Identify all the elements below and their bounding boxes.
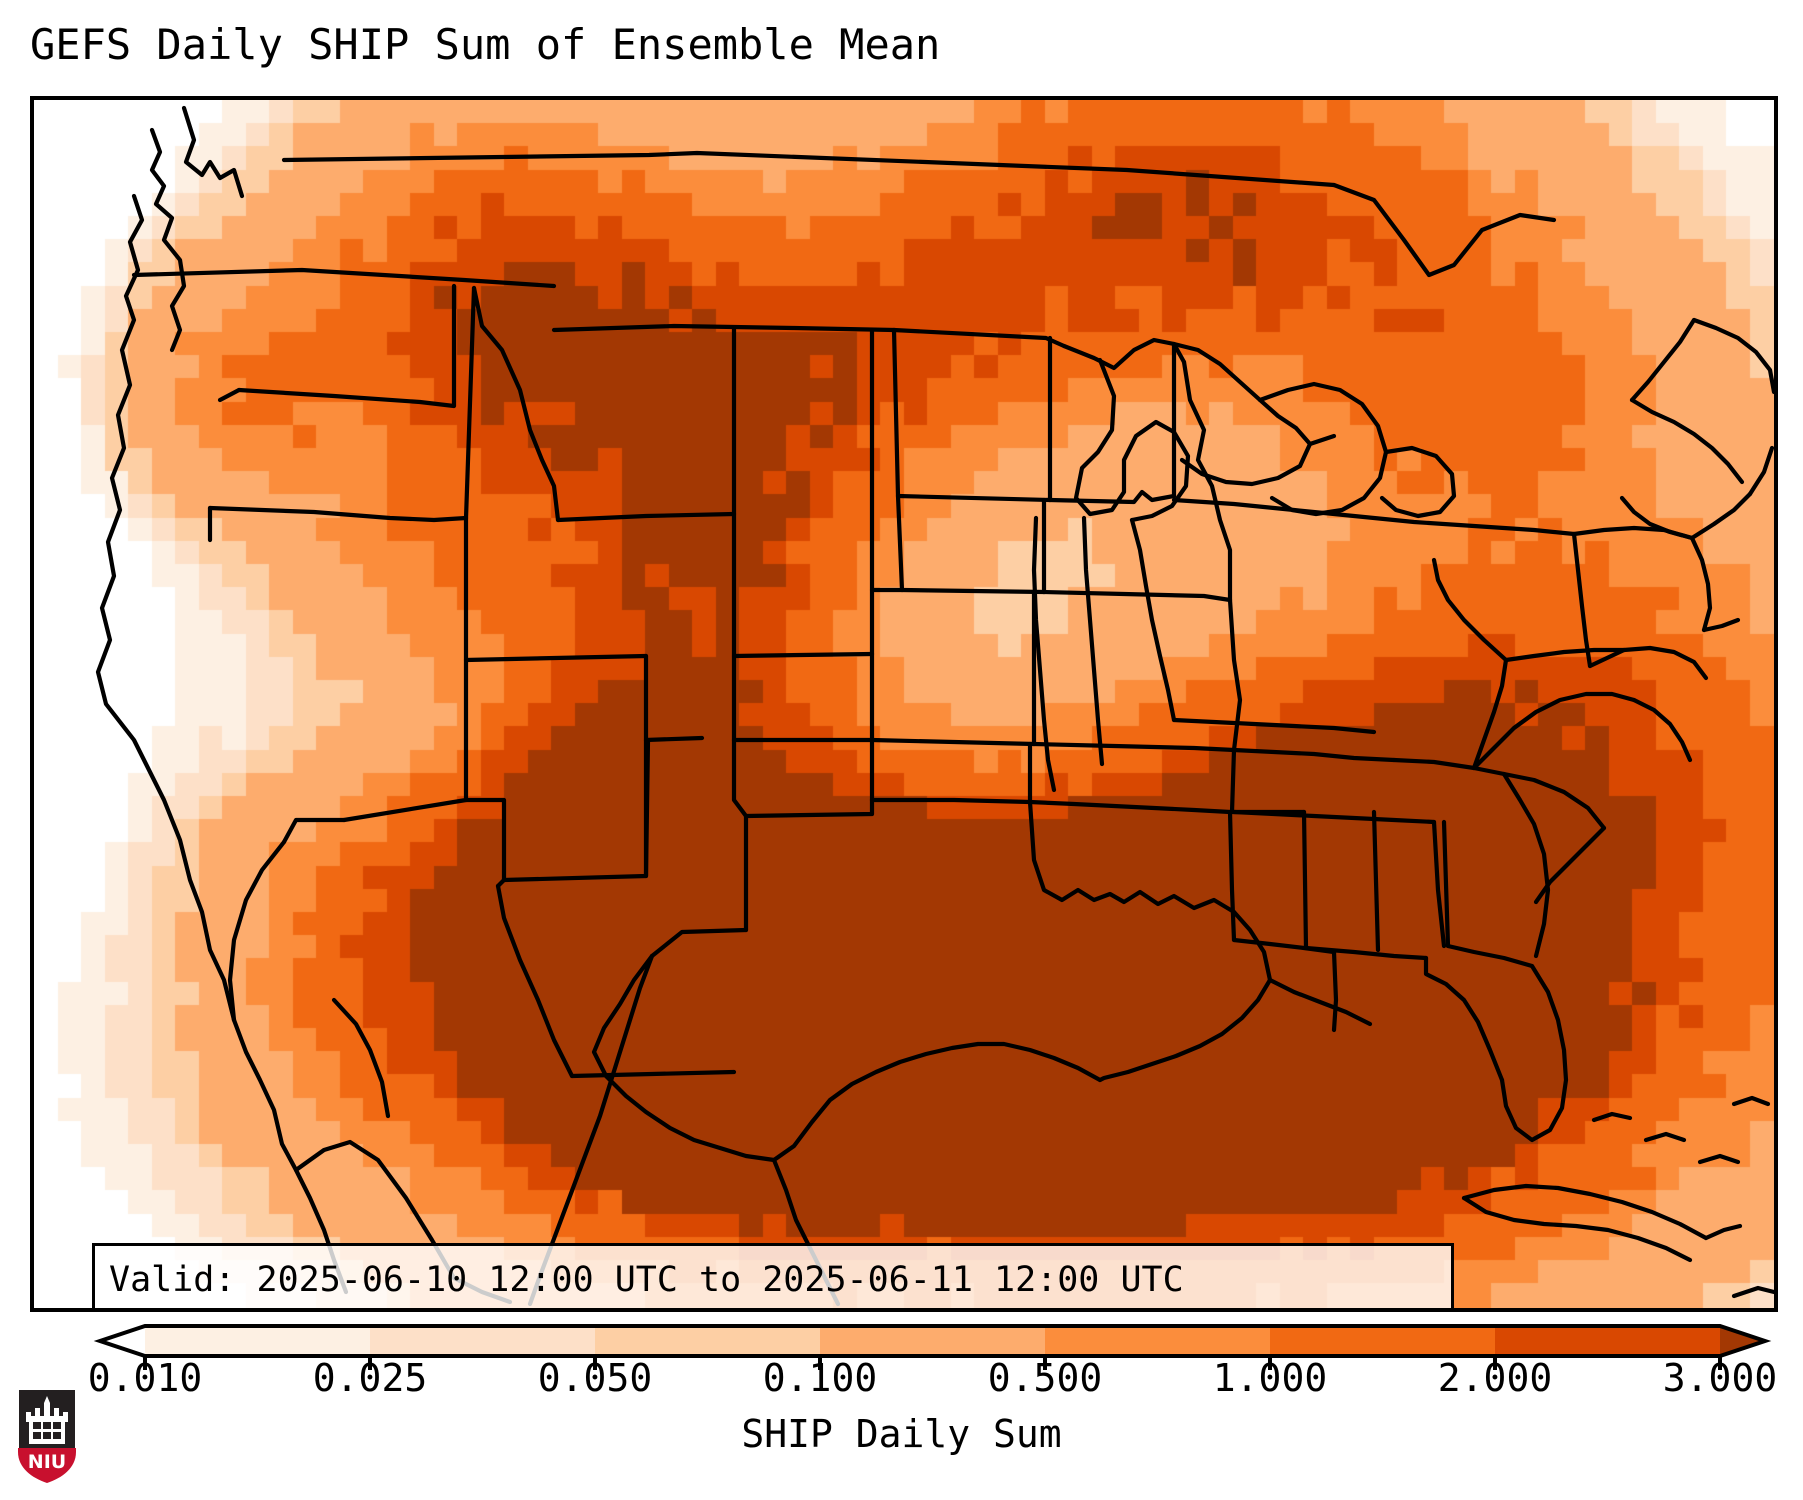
colorbar-over-arrow	[1720, 1326, 1765, 1356]
colorbar-band	[1045, 1326, 1271, 1356]
colorbar-band	[1270, 1326, 1496, 1356]
colorbar-band-group	[100, 1326, 1765, 1356]
colorbar-band	[595, 1326, 821, 1356]
colorbar-under-arrow	[100, 1326, 145, 1356]
colorbar-band	[370, 1326, 596, 1356]
geography-borders-layer	[95, 105, 1774, 1307]
colorbar-tick-label: 0.500	[987, 1356, 1103, 1400]
colorbar-band	[1495, 1326, 1721, 1356]
colorbar-tick-label: 0.010	[87, 1356, 203, 1400]
state-and-coast-outlines	[95, 105, 1774, 1307]
colorbar-tick-label: 0.025	[312, 1356, 428, 1400]
colorbar-band	[820, 1326, 1046, 1356]
colorbar-swatches	[93, 1324, 1772, 1370]
castle-glyph	[26, 1396, 68, 1444]
valid-time-line: Valid: 2025-06-10 12:00 UTC to 2025-06-1…	[109, 1260, 1184, 1300]
ship-heatmap-layer	[34, 100, 1774, 1308]
niu-shield-icon: NIU	[17, 1388, 77, 1485]
colorbar-tick-marks	[143, 1356, 1722, 1370]
niu-logo: NIU	[14, 1386, 80, 1486]
colorbar-band	[145, 1326, 371, 1356]
forecast-info-box: Valid: 2025-06-10 12:00 UTC to 2025-06-1…	[92, 1243, 1454, 1308]
colorbar-axis-label: SHIP Daily Sum	[741, 1412, 1062, 1456]
colorbar-tick-label: 2.000	[1437, 1356, 1553, 1400]
castle-windows	[33, 1422, 61, 1439]
map-clip	[34, 100, 1774, 1308]
colorbar-tick-labels: 0.010 0.025 0.050 0.100 0.500 1.000 2.000 3.000	[30, 1356, 1778, 1406]
run-time-line: Run: 2025-06-08 00:00 UTC	[109, 1306, 1437, 1308]
colorbar-tick-label: 1.000	[1212, 1356, 1328, 1400]
colorbar-tick-label: 0.100	[762, 1356, 878, 1400]
page-title: GEFS Daily SHIP Sum of Ensemble Mean	[30, 20, 941, 69]
colorbar-tick-label: 0.050	[537, 1356, 653, 1400]
map-panel: Valid: 2025-06-10 12:00 UTC to 2025-06-1…	[30, 96, 1778, 1312]
colorbar: 0.010 0.025 0.050 0.100 0.500 1.000 2.000 3.000	[30, 1316, 1778, 1400]
niu-wordmark: NIU	[28, 1451, 66, 1473]
colorbar-tick-label: 3.000	[1662, 1356, 1778, 1400]
